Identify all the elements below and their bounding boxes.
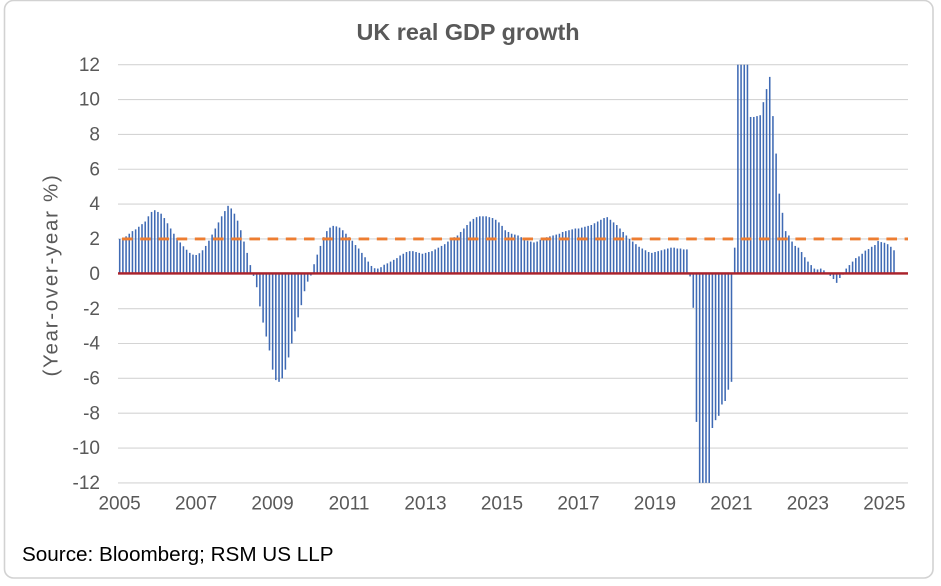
svg-text:2025: 2025 <box>863 494 905 515</box>
svg-text:UK real GDP growth: UK real GDP growth <box>356 19 579 45</box>
svg-text:2005: 2005 <box>98 494 140 515</box>
svg-text:(Year-over-year %): (Year-over-year %) <box>40 173 63 376</box>
svg-text:-4: -4 <box>83 334 100 355</box>
svg-text:6: 6 <box>89 159 100 180</box>
svg-text:8: 8 <box>89 125 100 146</box>
svg-text:2009: 2009 <box>251 494 293 515</box>
svg-text:2013: 2013 <box>404 494 446 515</box>
svg-text:2015: 2015 <box>481 494 523 515</box>
svg-text:2: 2 <box>89 229 100 250</box>
svg-text:12: 12 <box>79 55 100 76</box>
svg-text:-12: -12 <box>73 473 100 494</box>
svg-text:2017: 2017 <box>557 494 599 515</box>
svg-text:-8: -8 <box>83 403 100 424</box>
svg-text:Source: Bloomberg; RSM US LLP: Source: Bloomberg; RSM US LLP <box>22 543 334 566</box>
svg-text:-10: -10 <box>73 438 100 459</box>
svg-text:2007: 2007 <box>175 494 217 515</box>
svg-text:2023: 2023 <box>787 494 829 515</box>
svg-text:2011: 2011 <box>329 494 370 515</box>
svg-text:2019: 2019 <box>634 494 676 515</box>
svg-text:2021: 2021 <box>710 494 752 515</box>
svg-text:0: 0 <box>89 264 100 285</box>
svg-text:10: 10 <box>79 90 100 111</box>
svg-text:4: 4 <box>89 194 100 215</box>
svg-text:-2: -2 <box>83 299 100 320</box>
svg-text:-6: -6 <box>83 368 100 389</box>
